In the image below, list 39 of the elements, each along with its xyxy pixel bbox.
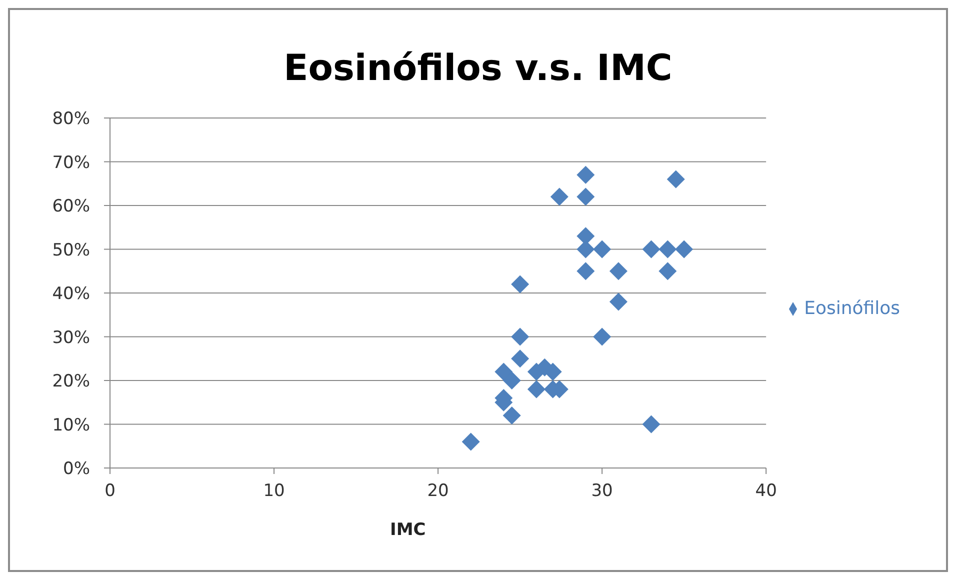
y-tick-label: 60%: [52, 196, 90, 217]
point: [550, 188, 568, 206]
point: [642, 415, 660, 434]
point: [527, 380, 546, 398]
x-axis-title: IMC: [390, 520, 426, 540]
point: [576, 166, 595, 184]
x-tick-label: 10: [263, 481, 285, 501]
y-tick-label: 70%: [52, 152, 90, 173]
x-tick-label: 20: [427, 481, 449, 501]
x-tick-label: 40: [755, 481, 777, 501]
point: [658, 240, 677, 258]
point: [462, 432, 480, 451]
y-tick-label: 40%: [52, 284, 90, 304]
point: [675, 240, 694, 258]
y-tick-label: 10%: [52, 415, 90, 436]
point: [576, 188, 595, 206]
point: [593, 240, 612, 258]
chart-title: Eosinófilos v.s. IMC: [282, 48, 674, 91]
point: [576, 262, 595, 280]
point: [666, 170, 685, 188]
point: [511, 350, 530, 368]
point: [609, 262, 628, 280]
x-tick-label: 30: [591, 481, 613, 501]
point: [593, 328, 612, 346]
x-tick-label: 0: [104, 481, 116, 501]
point: [494, 362, 513, 381]
point: [658, 262, 677, 280]
legend-label: Eosinófilos: [804, 298, 900, 318]
point: [502, 406, 521, 424]
y-tick-label: 30%: [52, 328, 90, 348]
y-tick-label: 20%: [52, 372, 90, 392]
point: [511, 275, 530, 294]
y-tick-label: 0%: [63, 459, 90, 480]
point: [642, 240, 660, 258]
point: [609, 292, 628, 311]
point: [502, 372, 521, 390]
point: [511, 328, 530, 346]
y-tick-label: 50%: [52, 240, 90, 260]
y-tick-label: 80%: [52, 109, 90, 130]
